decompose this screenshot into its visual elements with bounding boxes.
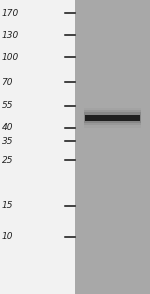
Bar xyxy=(85,115,140,121)
Text: 35: 35 xyxy=(2,137,13,146)
Text: 70: 70 xyxy=(2,78,13,87)
Bar xyxy=(84,112,141,123)
Bar xyxy=(75,0,150,294)
Text: 170: 170 xyxy=(2,9,19,18)
Text: 15: 15 xyxy=(2,201,13,210)
Bar xyxy=(0,0,75,294)
Text: 40: 40 xyxy=(2,123,13,132)
Text: 100: 100 xyxy=(2,53,19,62)
Bar xyxy=(84,108,141,128)
Text: 55: 55 xyxy=(2,101,13,110)
Text: 10: 10 xyxy=(2,232,13,241)
Bar xyxy=(84,110,141,125)
Text: 25: 25 xyxy=(2,156,13,165)
Text: 130: 130 xyxy=(2,31,19,40)
